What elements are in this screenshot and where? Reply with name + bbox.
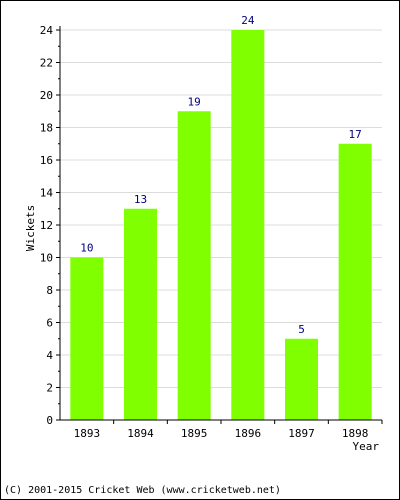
y-tick-label: 14: [40, 187, 54, 200]
labels: 0246810121416182022241018931318941918952…: [40, 14, 369, 440]
y-tick-label: 22: [40, 57, 53, 70]
x-tick-label: 1893: [74, 427, 101, 440]
x-tick-label: 1894: [127, 427, 154, 440]
bar-1893: [70, 257, 104, 420]
bar-value-label: 24: [241, 14, 255, 27]
axes: [56, 26, 383, 424]
copyright-footer: (C) 2001-2015 Cricket Web (www.cricketwe…: [4, 485, 281, 496]
y-tick-label: 18: [40, 122, 53, 135]
y-tick-label: 0: [46, 414, 53, 427]
x-tick-label: 1897: [288, 427, 315, 440]
x-axis-title: Year: [353, 440, 380, 453]
bar-1898: [338, 143, 372, 420]
x-tick-label: 1896: [235, 427, 262, 440]
grid-lines: [60, 29, 382, 388]
bar-1895: [177, 111, 211, 420]
bar-1896: [231, 30, 265, 420]
bar-value-label: 19: [188, 95, 201, 108]
y-tick-label: 4: [46, 349, 53, 362]
y-tick-label: 6: [46, 317, 53, 330]
y-tick-label: 2: [46, 382, 53, 395]
bar-value-label: 13: [134, 193, 147, 206]
y-tick-label: 20: [40, 89, 53, 102]
y-axis-title: Wickets: [24, 205, 37, 251]
y-tick-label: 12: [40, 219, 53, 232]
x-tick-label: 1895: [181, 427, 208, 440]
bar-1897: [285, 338, 318, 420]
x-tick-label: 1898: [342, 427, 369, 440]
y-tick-label: 8: [46, 284, 53, 297]
y-tick-label: 10: [40, 252, 53, 265]
bars: [70, 30, 372, 420]
bar-value-label: 5: [298, 323, 305, 336]
bar-value-label: 17: [349, 128, 362, 141]
y-tick-label: 16: [40, 154, 53, 167]
y-tick-label: 24: [40, 24, 54, 37]
bar-value-label: 10: [80, 242, 93, 255]
bar-1894: [124, 208, 157, 420]
